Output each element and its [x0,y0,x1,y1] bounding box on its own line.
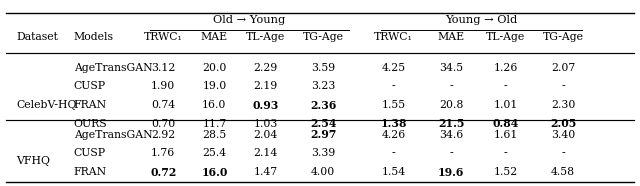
Text: CUSP: CUSP [74,148,106,158]
Text: -: - [561,148,565,158]
Text: MAE: MAE [438,32,465,42]
Text: 1.34: 1.34 [252,185,279,186]
Text: TL-Age: TL-Age [246,32,285,42]
Text: 1.38: 1.38 [380,118,407,129]
Text: 1.61: 1.61 [493,130,518,140]
Text: -: - [504,148,508,158]
Text: 3.39: 3.39 [311,148,335,158]
Text: TRWC₁: TRWC₁ [144,32,182,42]
Text: -: - [392,148,396,158]
Text: TRWC₁: TRWC₁ [374,32,413,42]
Text: 2.36: 2.36 [310,100,337,111]
Text: 2.19: 2.19 [253,81,278,92]
Text: 2.30: 2.30 [551,100,575,110]
Text: 19.0: 19.0 [202,81,227,92]
Text: CelebV-HQ: CelebV-HQ [16,100,77,110]
Text: -: - [504,81,508,92]
Text: 20.0: 20.0 [202,63,227,73]
Text: 1.35: 1.35 [380,185,407,186]
Text: 3.12: 3.12 [151,63,175,73]
Text: 1.47: 1.47 [253,167,278,177]
Text: 16.0: 16.0 [202,100,227,110]
Text: 0.84: 0.84 [492,118,519,129]
Text: 34.5: 34.5 [439,63,463,73]
Text: 0.69: 0.69 [150,185,177,186]
Text: 2.14: 2.14 [253,148,278,158]
Text: 1.54: 1.54 [381,167,406,177]
Text: VFHQ: VFHQ [16,156,50,166]
Text: TL-Age: TL-Age [486,32,525,42]
Text: Dataset: Dataset [16,32,58,42]
Text: CUSP: CUSP [74,81,106,92]
Text: 1.03: 1.03 [253,119,278,129]
Text: 1.52: 1.52 [493,167,518,177]
Text: 4.00: 4.00 [311,167,335,177]
Text: TG-Age: TG-Age [303,32,344,42]
Text: 1.26: 1.26 [493,63,518,73]
Text: 3.59: 3.59 [311,63,335,73]
Text: 0.72: 0.72 [150,166,177,178]
Text: AgeTransGAN: AgeTransGAN [74,63,152,73]
Text: 3.23: 3.23 [311,81,335,92]
Text: 1.01: 1.01 [493,100,518,110]
Text: -: - [561,81,565,92]
Text: OURS: OURS [74,119,108,129]
Text: 4.58: 4.58 [551,167,575,177]
Text: 16.0: 16.0 [201,166,228,178]
Text: Old → Young: Old → Young [214,15,285,25]
Text: 2.04: 2.04 [253,130,278,140]
Text: 25.4: 25.4 [202,148,227,158]
Text: TG-Age: TG-Age [543,32,584,42]
Text: 0.74: 0.74 [151,100,175,110]
Text: FRAN: FRAN [74,167,107,177]
Text: -: - [449,148,453,158]
Text: 28.5: 28.5 [202,130,227,140]
Text: 34.6: 34.6 [439,130,463,140]
Text: 1.55: 1.55 [381,100,406,110]
Text: 2.07: 2.07 [551,63,575,73]
Text: FRAN: FRAN [74,100,107,110]
Text: 21.5: 21.5 [438,118,465,129]
Text: Young → Old: Young → Old [445,15,518,25]
Text: 2.97: 2.97 [310,129,337,140]
Text: 2.92: 2.92 [151,130,175,140]
Text: 0.70: 0.70 [151,119,175,129]
Text: AgeTransGAN: AgeTransGAN [74,130,152,140]
Text: 11.7: 11.7 [202,119,227,129]
Text: 1.90: 1.90 [151,81,175,92]
Text: 20.8: 20.8 [439,100,463,110]
Text: 4.26: 4.26 [381,130,406,140]
Text: 4.25: 4.25 [381,63,406,73]
Text: 2.29: 2.29 [253,63,278,73]
Text: MAE: MAE [201,32,228,42]
Text: 3.39: 3.39 [550,185,577,186]
Text: 0.93: 0.93 [252,100,279,111]
Text: 19.6: 19.6 [438,166,465,178]
Text: -: - [449,81,453,92]
Text: 10.6: 10.6 [201,185,228,186]
Text: 2.05: 2.05 [550,118,577,129]
Text: -: - [392,81,396,92]
Text: Models: Models [74,32,114,42]
Text: 2.54: 2.54 [310,118,337,129]
Text: 1.76: 1.76 [151,148,175,158]
Text: 3.40: 3.40 [551,130,575,140]
